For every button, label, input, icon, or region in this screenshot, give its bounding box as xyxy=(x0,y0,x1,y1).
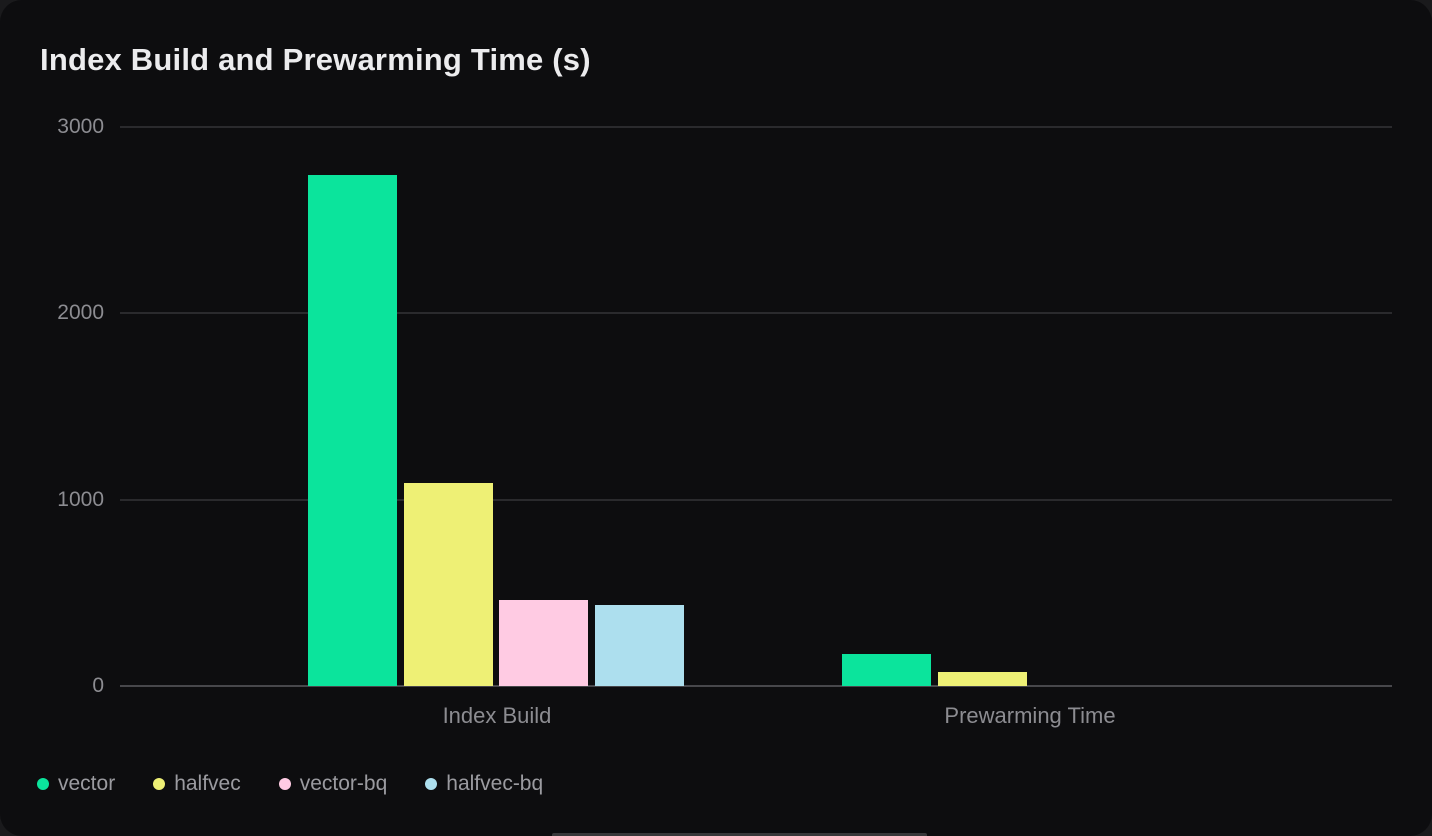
legend-item-vector[interactable]: vector xyxy=(37,772,115,796)
legend-dot-halfvec-bq xyxy=(425,778,438,790)
legend-label: halfvec xyxy=(174,772,241,795)
legend-item-halfvec-bq[interactable]: halfvec-bq xyxy=(425,772,543,796)
y-tick-label: 2000 xyxy=(57,301,104,325)
x-axis-zero-line xyxy=(120,685,1392,687)
bar-vector-bq-index-build[interactable] xyxy=(499,600,589,686)
legend-label: vector xyxy=(58,772,116,795)
x-category-label-index-build: Index Build xyxy=(442,703,552,728)
chart-title: Index Build and Prewarming Time (s) xyxy=(40,42,591,77)
legend-dot-halfvec xyxy=(153,778,166,790)
x-category-label-prewarming-time: Prewarming Time xyxy=(944,703,1116,728)
y-tick-label: 0 xyxy=(92,674,104,697)
legend-item-halfvec[interactable]: halfvec xyxy=(153,772,241,796)
legend-dot-vector xyxy=(37,778,49,790)
legend-item-vector-bq[interactable]: vector-bq xyxy=(278,772,388,796)
chart-legend: vector halfvec vector-bq halfvec-bq xyxy=(37,770,543,798)
y-tick-label: 3000 xyxy=(57,115,104,138)
y-tick-label: 1000 xyxy=(57,487,104,511)
legend-dot-vector-bq xyxy=(278,778,291,790)
bar-halfvec-index-build[interactable] xyxy=(403,482,493,686)
bar-vector-index-build[interactable] xyxy=(308,175,397,686)
bar-vector-prewarming-time[interactable] xyxy=(842,654,931,686)
legend-label: vector-bq xyxy=(299,772,388,795)
gridline-1000 xyxy=(120,498,1392,501)
gridline-2000 xyxy=(120,312,1392,315)
gridline-3000 xyxy=(120,126,1392,128)
legend-label: halfvec-bq xyxy=(446,772,544,795)
bar-halfvec-prewarming-time[interactable] xyxy=(937,672,1027,686)
bar-halfvec-bq-index-build[interactable] xyxy=(594,604,684,686)
bottom-scroll-indicator xyxy=(552,833,927,836)
